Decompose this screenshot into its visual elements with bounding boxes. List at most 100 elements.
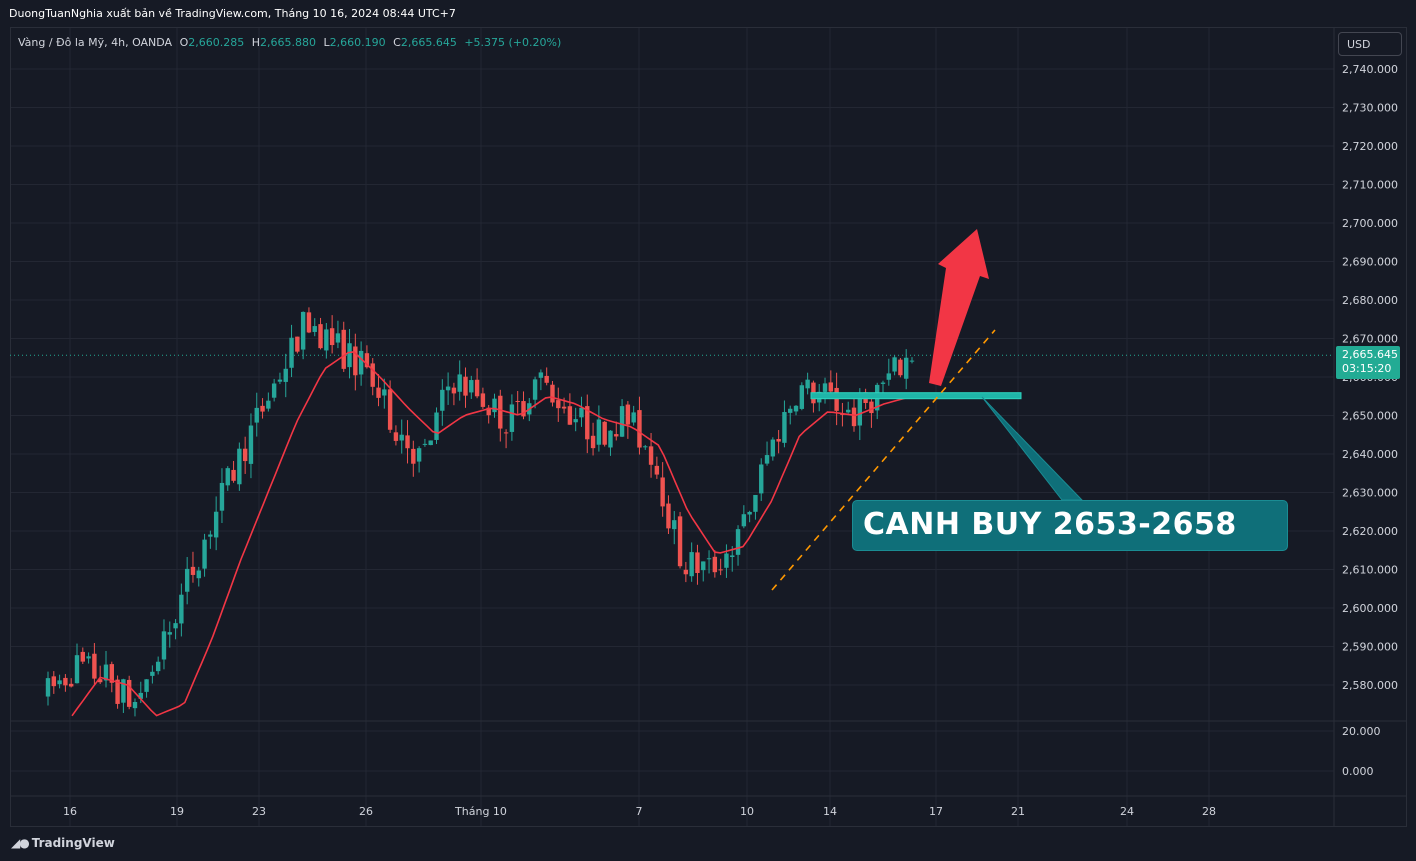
candle-body: [219, 482, 225, 511]
y-tick-label: 2,670.000: [1342, 333, 1398, 346]
candle-body: [260, 405, 265, 412]
candle-body: [74, 655, 80, 684]
candle-body: [184, 568, 190, 592]
candle-body: [364, 353, 370, 368]
candle-body: [121, 679, 126, 703]
low-key: L: [323, 36, 330, 49]
currency-button[interactable]: USD: [1338, 32, 1402, 56]
candle-body: [138, 692, 143, 699]
candle-body: [440, 389, 445, 411]
candle-body: [295, 336, 300, 352]
high-value: 2,665.880: [260, 36, 317, 49]
buy-zone-box: [810, 392, 1022, 400]
candle-body: [306, 312, 312, 333]
candle-body: [411, 448, 416, 464]
candle-body: [248, 425, 254, 464]
candle-body: [846, 409, 851, 413]
candle-body: [347, 343, 352, 368]
x-tick-label: 23: [252, 805, 266, 818]
y-tick-label: 2,730.000: [1342, 102, 1398, 115]
last-price-badge: 2,665.645 03:15:20: [1336, 346, 1400, 379]
chart-panel[interactable]: [10, 27, 1407, 827]
candle-body: [324, 329, 329, 351]
candle-body: [712, 556, 718, 573]
candle-body: [782, 412, 787, 443]
candle-body: [382, 389, 387, 396]
candle-body: [834, 387, 839, 411]
candle-body: [144, 679, 149, 692]
candle-body: [828, 382, 834, 392]
support-trendline: [771, 329, 996, 591]
x-tick-label: 16: [63, 805, 77, 818]
y-tick-label: 2,710.000: [1342, 179, 1398, 192]
candle-body: [904, 357, 909, 379]
low-value: 2,660.190: [329, 36, 386, 49]
candle-body: [335, 333, 341, 343]
y-tick-label: 2,680.000: [1342, 294, 1398, 307]
candle-body: [538, 372, 544, 378]
buy-zone-annotation[interactable]: CANH BUY 2653-2658: [852, 500, 1288, 551]
moving-average-line: [71, 351, 913, 717]
candle-body: [764, 455, 770, 464]
candle-body: [596, 419, 602, 445]
candle-body: [68, 683, 74, 687]
publish-text: DuongTuanNghia xuất bản về TradingView.c…: [9, 7, 456, 20]
candle-body: [869, 401, 874, 414]
symbol-name: Vàng / Đô la Mỹ, 4h, OANDA: [18, 36, 173, 49]
candle-body: [643, 446, 648, 448]
candle-body: [614, 434, 619, 437]
candle-body: [80, 651, 85, 662]
candle-body: [358, 350, 364, 375]
candle-body: [567, 406, 573, 425]
candle-body: [857, 394, 863, 426]
candle-body: [776, 438, 781, 442]
candle-body: [242, 448, 248, 462]
candle-body: [312, 326, 317, 332]
tradingview-logo-icon: ◢●: [11, 836, 30, 850]
y-tick-label: 2,650.000: [1342, 410, 1398, 423]
candle-body: [97, 679, 103, 683]
x-tick-label: 24: [1120, 805, 1134, 818]
candle-body: [747, 511, 752, 515]
candle-body: [196, 570, 201, 579]
candle-body: [387, 389, 393, 430]
candle-body: [741, 514, 747, 527]
change-value: +5.375 (+0.20%): [464, 36, 562, 49]
candle-body: [579, 407, 584, 418]
candle-body: [718, 569, 723, 571]
tradingview-brand[interactable]: ◢● TradingView: [11, 836, 115, 850]
candle-body: [654, 465, 660, 475]
y-tick-label: 2,620.000: [1342, 525, 1398, 538]
publish-header: DuongTuanNghia xuất bản về TradingView.c…: [0, 0, 1416, 28]
candle-body: [509, 404, 515, 432]
candle-body: [428, 440, 433, 446]
candle-body: [515, 401, 520, 403]
candle-body: [753, 494, 758, 512]
candle-body: [445, 386, 451, 391]
candle-body: [318, 324, 323, 349]
candle-body: [399, 434, 404, 441]
x-tick-label: 10: [740, 805, 754, 818]
candle-body: [799, 385, 805, 409]
candle-body: [289, 337, 294, 368]
candle-body: [237, 448, 242, 485]
candle-body: [179, 594, 184, 624]
candle-body: [672, 520, 677, 530]
candle-body: [474, 379, 480, 397]
candle-body: [666, 503, 671, 529]
candle-body: [405, 435, 410, 449]
candle-body: [103, 664, 109, 681]
y-tick-label: 2,610.000: [1342, 564, 1398, 577]
candle-body: [550, 384, 555, 403]
candle-body: [561, 406, 567, 409]
close-value: 2,665.645: [400, 36, 457, 49]
candle-body: [521, 401, 526, 417]
x-tick-label: 17: [929, 805, 943, 818]
candle-body: [880, 382, 886, 384]
candle-body: [631, 412, 636, 423]
y-tick-label: 2,600.000: [1342, 602, 1398, 615]
candle-body: [625, 404, 631, 425]
candle-body: [109, 664, 114, 683]
candle-body: [480, 393, 486, 407]
